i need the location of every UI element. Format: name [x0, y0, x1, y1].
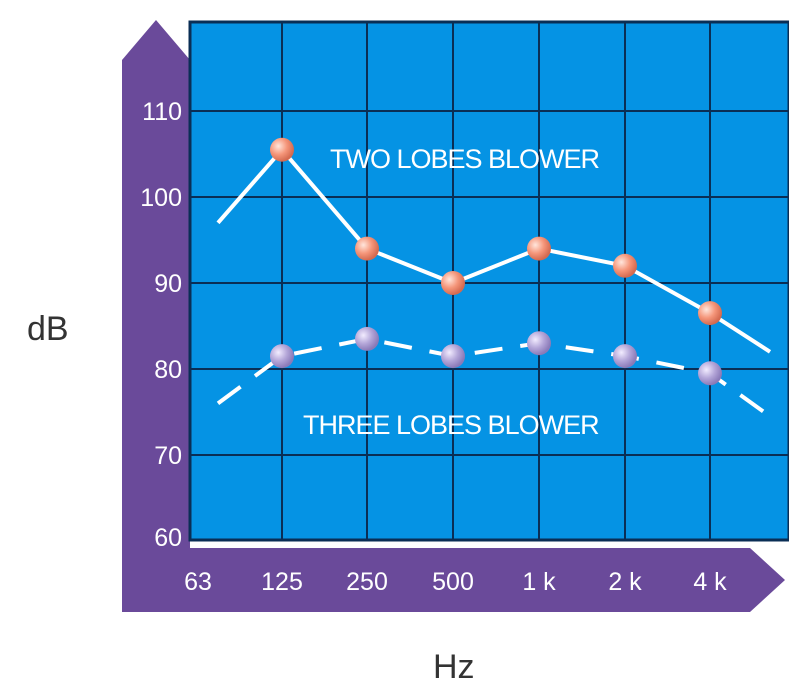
- two-lobes-point: [527, 236, 551, 261]
- three-lobes-point: [527, 331, 551, 356]
- x-tick-label: 500: [432, 568, 474, 596]
- two-lobes-line: [216, 147, 772, 354]
- three-lobes-line: [216, 336, 772, 418]
- y-axis-band: [122, 20, 190, 548]
- x-tick-label: 2 k: [608, 568, 642, 596]
- y-tick-label: 90: [154, 270, 182, 298]
- three-lobes-label: THREE LOBES BLOWER: [303, 410, 599, 440]
- x-tick-label: 4 k: [693, 568, 727, 596]
- x-tick-label: 250: [346, 568, 388, 596]
- three-lobes-point: [441, 344, 465, 369]
- two-lobes-point: [698, 301, 722, 326]
- x-tick-labels: 63 125 250 500 1 k 2 k 4 k: [184, 568, 727, 596]
- plot-border: [188, 20, 789, 542]
- series-layer: [216, 137, 772, 418]
- y-tick-label: 70: [154, 442, 182, 470]
- two-lobes-point: [613, 253, 637, 278]
- x-axis-label: Hz: [433, 648, 475, 685]
- x-axis-band: [122, 548, 785, 612]
- three-lobes-point: [698, 361, 722, 386]
- two-lobes-point: [441, 271, 465, 295]
- three-lobes-point: [270, 344, 294, 369]
- x-tick-label: 125: [261, 568, 303, 596]
- x-tick-label: 63: [184, 568, 212, 596]
- y-tick-label: 110: [142, 98, 182, 126]
- y-axis-label: dB: [27, 310, 69, 348]
- three-lobes-point: [613, 344, 637, 369]
- y-tick-labels: 60 70 80 90 100 110: [140, 98, 182, 552]
- two-lobes-point: [355, 236, 379, 261]
- plot-area: [190, 22, 789, 540]
- y-tick-label: 80: [154, 356, 182, 384]
- two-lobes-point: [270, 137, 294, 162]
- three-lobes-point: [355, 326, 379, 351]
- y-tick-label: 60: [154, 524, 182, 552]
- y-tick-label: 100: [140, 184, 182, 212]
- two-lobes-label: TWO LOBES BLOWER: [330, 144, 600, 174]
- x-tick-label: 1 k: [522, 568, 556, 596]
- grid: [190, 22, 789, 540]
